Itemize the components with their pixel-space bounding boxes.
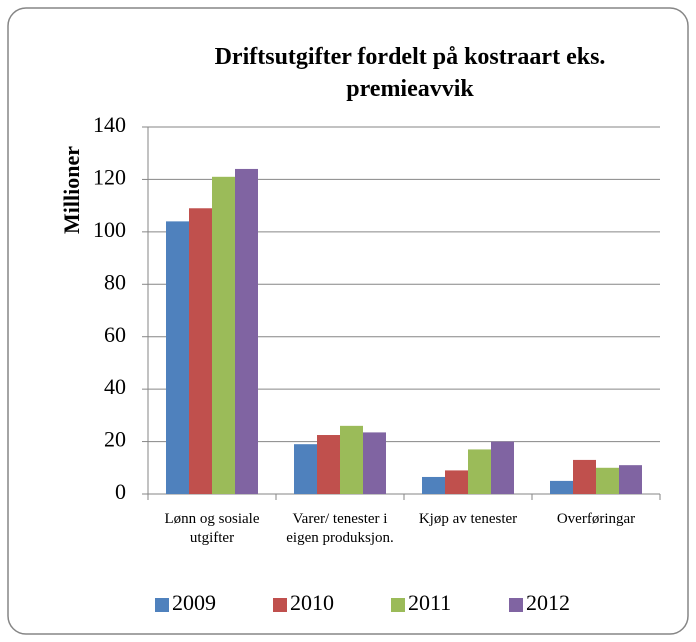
y-tick-label: 140 [93,112,126,137]
bar [235,168,258,494]
y-tick-label: 20 [104,427,126,452]
bar [189,208,212,494]
y-tick-label: 40 [104,374,126,399]
bar [166,221,189,494]
y-tick-label: 80 [104,269,126,294]
bar [550,480,573,494]
y-axis-label: Millioner [59,146,84,234]
chart-title: Driftsutgifter fordelt på kostraart eks.… [215,44,606,102]
legend-label: 2011 [408,590,451,615]
y-tick-label: 0 [115,479,126,504]
bar [294,444,317,494]
bar [619,465,642,494]
y-tick-label: 100 [93,217,126,242]
legend-label: 2009 [172,590,216,615]
legend-swatch [509,598,523,612]
legend-label: 2010 [290,590,334,615]
x-tick-label: Lønn og sosiale utgifter [165,511,260,546]
bar [596,467,619,494]
bar [422,476,445,494]
bar [445,470,468,494]
bar [363,432,386,494]
legend-swatch [391,598,405,612]
legend-swatch [273,598,287,612]
y-tick-label: 60 [104,322,126,347]
legend-label: 2012 [526,590,570,615]
legend-swatch [155,598,169,612]
bar [317,435,340,494]
x-tick-label: Varer/ tenester i eigen produksjon. [286,511,393,546]
bar [491,441,514,494]
bar [212,176,235,495]
x-tick-label: Overføringar [557,511,635,527]
bar [468,449,491,494]
y-tick-label: 120 [93,164,126,189]
bar [340,425,363,494]
x-tick-label: Kjøp av tenester [419,511,517,527]
bar [573,459,596,494]
